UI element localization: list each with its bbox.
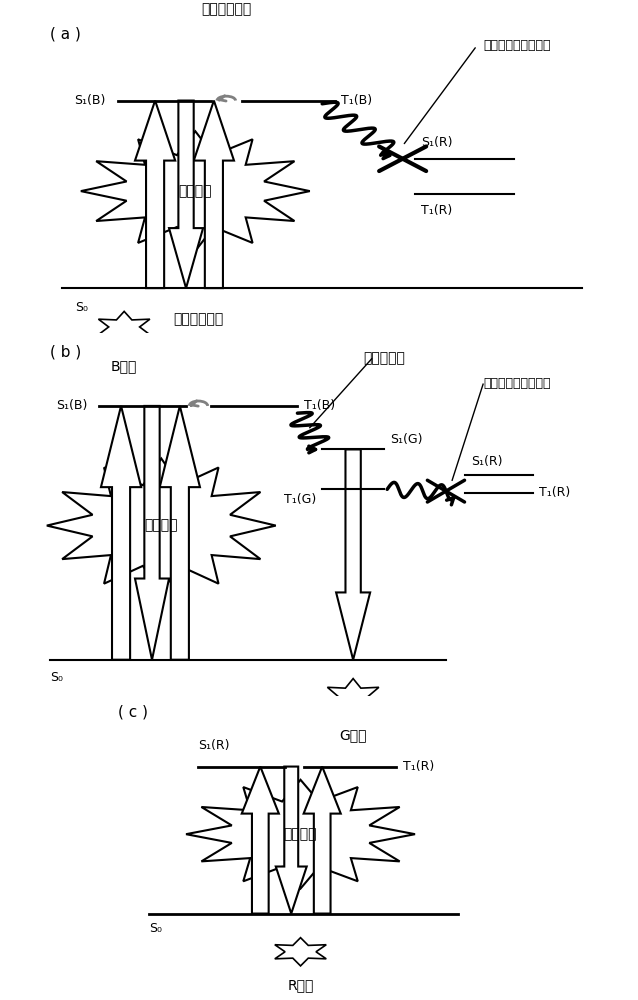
Polygon shape [327,679,379,713]
Polygon shape [169,101,203,288]
Text: 激子生成: 激子生成 [179,184,212,198]
Text: 激子生成: 激子生成 [284,827,317,841]
Text: S₁(G): S₁(G) [390,433,423,446]
Text: T₁(B): T₁(B) [304,399,335,412]
Text: 反向系间窄越: 反向系间窄越 [174,312,223,326]
Polygon shape [81,131,310,251]
Text: S₁(B): S₁(B) [74,94,106,107]
Text: 不能进行福斯特跃迁: 不能进行福斯特跃迁 [484,377,551,390]
Text: ( a ): ( a ) [50,26,81,41]
Text: S₁(R): S₁(R) [421,136,453,149]
Polygon shape [194,101,234,288]
Text: B发光: B发光 [111,359,137,373]
Polygon shape [160,406,200,660]
Text: T₁(B): T₁(B) [341,94,372,107]
Polygon shape [101,406,141,660]
Polygon shape [276,767,307,914]
Text: T₁(R): T₁(R) [538,486,570,499]
Text: G发光: G发光 [339,729,367,743]
Text: S₁(R): S₁(R) [198,739,230,752]
Text: S₀: S₀ [50,671,63,684]
Text: T₁(G): T₁(G) [284,493,316,506]
Text: S₀: S₀ [75,301,87,314]
Text: 反向系间窄越: 反向系间窄越 [201,2,251,16]
Text: 福斯特跃迁: 福斯特跃迁 [363,352,405,366]
Text: ( b ): ( b ) [50,344,81,359]
Polygon shape [304,767,341,914]
Text: S₁(B): S₁(B) [56,399,87,412]
Polygon shape [98,311,150,342]
Text: ( c ): ( c ) [118,705,148,720]
Text: T₁(R): T₁(R) [403,760,434,773]
Polygon shape [135,406,169,660]
Polygon shape [186,780,415,889]
Text: S₁(R): S₁(R) [471,455,502,468]
Text: 不能进行福斯特跃迁: 不能进行福斯特跃迁 [483,39,551,52]
Polygon shape [242,767,279,914]
Text: S₀: S₀ [149,922,162,935]
Polygon shape [47,458,276,593]
Polygon shape [336,449,370,660]
Polygon shape [275,938,326,966]
Text: R发光: R发光 [287,978,314,992]
Text: 激子生成: 激子生成 [145,519,178,533]
Polygon shape [135,101,175,288]
Text: T₁(R): T₁(R) [421,204,452,217]
